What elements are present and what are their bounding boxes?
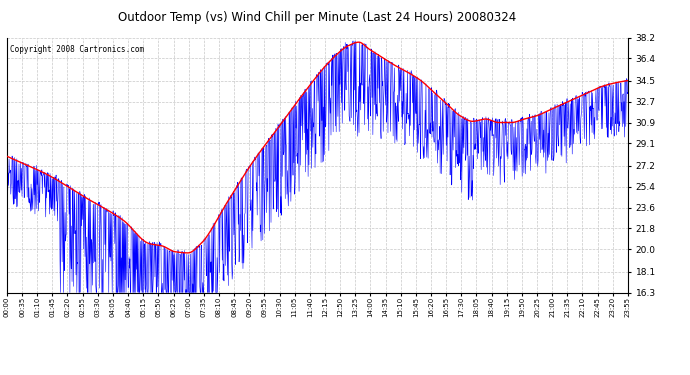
Text: Copyright 2008 Cartronics.com: Copyright 2008 Cartronics.com	[10, 45, 144, 54]
Text: Outdoor Temp (vs) Wind Chill per Minute (Last 24 Hours) 20080324: Outdoor Temp (vs) Wind Chill per Minute …	[118, 11, 517, 24]
